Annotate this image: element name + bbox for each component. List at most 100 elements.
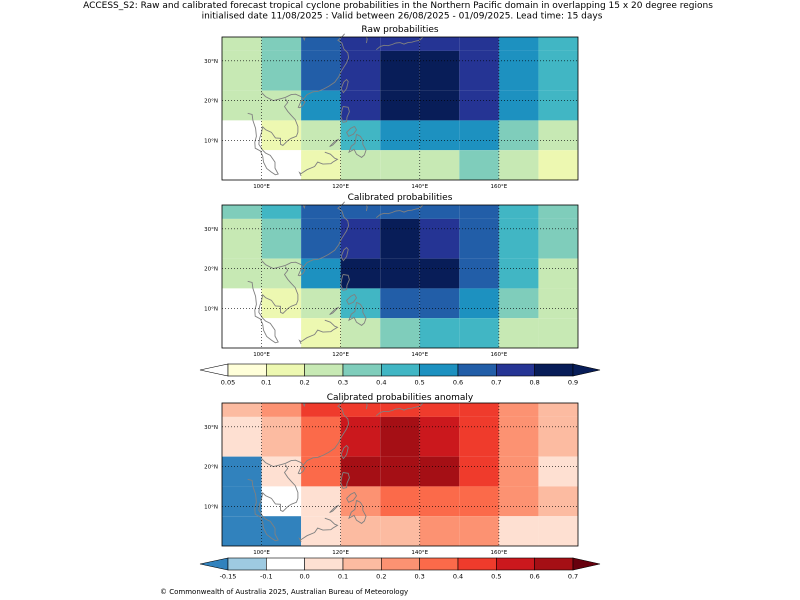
grid-cell [222, 258, 262, 289]
grid-cell [459, 403, 499, 417]
grid-cell [419, 456, 460, 487]
x-tick-label: 120°E [332, 550, 349, 556]
x-tick-label: 160°E [491, 352, 508, 358]
grid-cell [301, 416, 341, 457]
coastline-path [302, 204, 306, 210]
grid-cell [380, 120, 420, 151]
grid-cell [301, 205, 341, 219]
colorbar-tick-label: 0.1 [261, 379, 271, 387]
x-tick-label: 100°E [253, 184, 270, 190]
grid-cell [222, 90, 262, 121]
coastline [247, 33, 424, 177]
raw-probabilities-panel: Raw probabilities 100°E 120°E 140°E 160°E 30°… [204, 25, 579, 190]
grid-cell [261, 288, 302, 319]
grid-cell [419, 416, 460, 457]
grid-cell [498, 258, 539, 289]
grid-cell [459, 90, 499, 121]
grid-cell [301, 516, 341, 546]
coastline-path [376, 36, 424, 51]
grid-cell [459, 516, 499, 546]
grid-cell [538, 37, 578, 51]
grid-cell [261, 205, 302, 219]
coastline-path [365, 204, 368, 212]
colorbar-tick-label: 0.0 [299, 573, 309, 581]
colorbar-segment [419, 363, 459, 377]
grid-cell [261, 120, 302, 151]
x-tick-label: 120°E [332, 184, 349, 190]
grid-cell [222, 403, 262, 417]
coastline-path [297, 465, 306, 475]
panel-title: Calibrated probabilities [348, 193, 453, 203]
grid-cell [340, 258, 381, 289]
grid-cell [340, 516, 381, 546]
grid-cell [419, 218, 460, 259]
grid-cell [222, 50, 262, 91]
grid-cell [261, 416, 302, 457]
colorbar-segment [227, 363, 267, 377]
grid-cell [459, 456, 499, 487]
colorbar-tick-label: 0.3 [414, 573, 424, 581]
grid-cell [498, 456, 539, 487]
grid-cell [498, 516, 539, 546]
grid-cell [419, 403, 460, 417]
x-tick-label: 120°E [332, 352, 349, 358]
grid-cell [222, 416, 262, 457]
colorbar-segment [381, 557, 420, 571]
grid-cell [459, 218, 499, 259]
grid-cell [301, 150, 341, 180]
grid-cell [459, 120, 499, 151]
colorbar-segment [304, 363, 344, 377]
coastline-path [302, 36, 306, 42]
grid-cell [340, 37, 381, 51]
coastline-path [298, 151, 339, 177]
probability-colorbar: 0.05 0.1 0.2 0.3 0.4 0.5 0.6 0.7 0.8 0.9 [199, 363, 601, 387]
grid-cell [538, 90, 578, 121]
grid-cell [301, 318, 341, 348]
grid-cell [261, 403, 302, 417]
grid-cell [498, 205, 539, 219]
grid-cell [498, 318, 539, 348]
coastline-path [261, 201, 350, 270]
map-frame [221, 402, 579, 547]
grid-cell [498, 486, 539, 517]
grid-cell [301, 403, 341, 417]
grid-cell [261, 150, 302, 180]
y-tick-label: 20°N [204, 267, 218, 273]
grid-cell [538, 416, 578, 457]
colorbar-tick-label: 0.9 [568, 379, 578, 387]
grid-cell [301, 120, 341, 151]
grid-cell [222, 486, 262, 517]
grid-cell [380, 205, 420, 219]
grid-cell [498, 37, 539, 51]
grid-cell [380, 403, 420, 417]
colorbar-tick-label: 0.5 [491, 573, 501, 581]
grid-cell [301, 288, 341, 319]
grid-cell [380, 318, 420, 348]
x-tick-label: 100°E [253, 352, 270, 358]
grid-cell [419, 150, 460, 180]
colorbar-tick-label: 0.3 [338, 379, 348, 387]
grid-cell [261, 486, 302, 517]
x-tick-label: 160°E [491, 184, 508, 190]
grid-cell [261, 50, 302, 91]
colorbar-tick-label: 0.7 [491, 379, 501, 387]
colorbar-segment [227, 557, 267, 571]
grid-cell [340, 205, 381, 219]
coastline-path [247, 98, 299, 176]
grid-cell [419, 90, 460, 121]
grid-cell [261, 37, 302, 51]
colorbar-tick-label: -0.15 [220, 573, 237, 581]
grid-cell [419, 120, 460, 151]
grid-cell [459, 150, 499, 180]
coastline-path [365, 402, 368, 410]
coastline-path [348, 499, 367, 524]
colorbar-tick-label: 0.5 [414, 379, 424, 387]
colorbar-tick-label: 0.8 [529, 379, 539, 387]
coastline-path [340, 444, 349, 460]
grid-cell [340, 318, 381, 348]
panel-title: Calibrated probabilities anomaly [327, 393, 474, 403]
grid-cell [261, 516, 302, 546]
colorbar-segment [266, 557, 305, 571]
coastline-path [247, 464, 299, 542]
colorbar-segment [342, 363, 382, 377]
